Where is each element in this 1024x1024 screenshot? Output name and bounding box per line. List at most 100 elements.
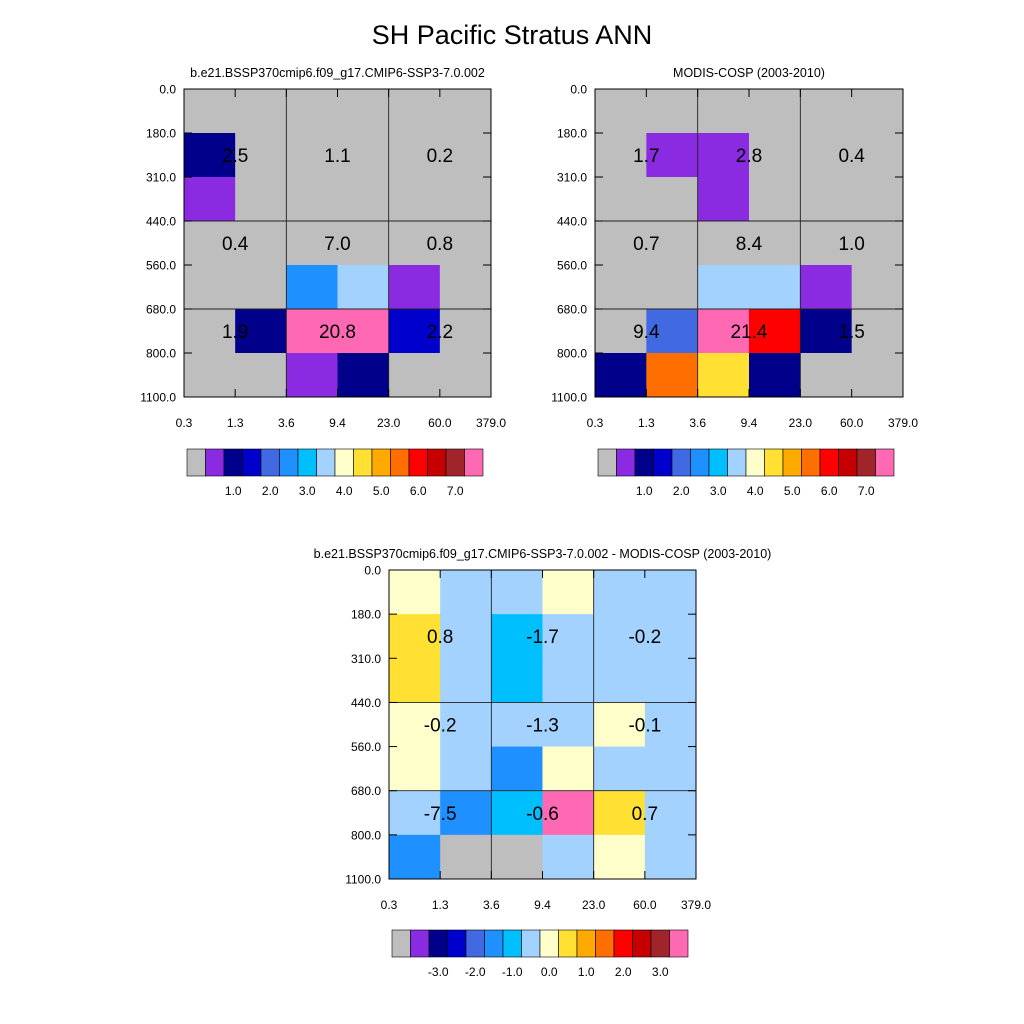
heatmap-cell — [800, 353, 853, 398]
colorbar-swatch — [428, 929, 448, 958]
heatmap-cell — [286, 177, 338, 222]
box-value-label: 0.4 — [838, 146, 865, 167]
y-tick-label: 680.0 — [351, 784, 381, 798]
colorbar-swatch — [856, 448, 876, 477]
heatmap-cell — [646, 89, 699, 134]
heatmap-panel-2: MODIS-COSP (2003-2010) 0.0 180.0 310.0 440.0… — [551, 66, 918, 498]
colorbar-swatch — [875, 448, 895, 477]
heatmap-cell — [337, 89, 390, 134]
heatmap-cell — [235, 177, 287, 222]
colorbar-label: 1.0 — [225, 484, 242, 498]
heatmap-cell — [439, 265, 492, 310]
heatmap-cell — [646, 309, 699, 354]
colorbar-swatch — [408, 448, 428, 477]
heatmap-cell — [593, 746, 646, 792]
heatmap-cell — [286, 133, 338, 178]
box-value-label: 1.1 — [324, 146, 350, 167]
colorbar-swatch — [371, 448, 391, 477]
box-value-label: 2.8 — [736, 146, 762, 167]
heatmap-cell — [697, 265, 750, 310]
y-tick-label: 1100.0 — [345, 873, 381, 887]
heatmap-cell — [439, 177, 492, 222]
colorbar-swatch — [334, 448, 354, 477]
box-value-label: 1.9 — [222, 322, 248, 343]
box-value-label: 2.5 — [222, 146, 248, 167]
box-value-label: -0.2 — [424, 716, 457, 737]
y-tick-label: 180.0 — [146, 127, 176, 141]
heatmap-cell — [440, 658, 492, 703]
heatmap-cell — [644, 790, 697, 836]
heatmap-cell — [389, 658, 441, 703]
heatmap-cell — [235, 309, 287, 354]
x-tick-label: 0.3 — [381, 898, 398, 912]
heatmap-cell — [644, 702, 697, 747]
colorbar-swatch — [690, 448, 710, 477]
heatmap-cell — [184, 265, 236, 310]
colorbar-swatch — [464, 448, 484, 477]
heatmap-cell — [800, 133, 853, 178]
colorbar-swatch — [445, 448, 465, 477]
colorbar-label: 3.0 — [652, 965, 669, 979]
heatmap-cell — [337, 177, 390, 222]
y-tick-label: 0.0 — [364, 564, 381, 578]
y-tick-label: 0.0 — [159, 83, 176, 97]
heatmap-cell — [184, 133, 236, 178]
heatmap-cell — [337, 133, 390, 178]
colorbar-swatch — [186, 448, 206, 477]
heatmap-cell — [389, 614, 441, 659]
colorbar-swatch — [558, 929, 578, 958]
colorbar-swatch — [727, 448, 747, 477]
box-value-label: 0.8 — [427, 627, 453, 648]
panel-title: b.e21.BSSP370cmip6.f09_g17.CMIP6-SSP3-7.… — [190, 66, 485, 80]
heatmap-cell — [644, 570, 697, 615]
heatmap-cell — [491, 746, 543, 792]
box-value-label: -1.3 — [526, 716, 559, 737]
heatmap-cell — [388, 133, 441, 178]
colorbar-label: 6.0 — [410, 484, 427, 498]
heatmap-cell — [595, 89, 647, 134]
heatmap-cell — [184, 221, 236, 266]
colorbar-label: 7.0 — [447, 484, 464, 498]
box-value-label: 7.0 — [324, 234, 350, 255]
heatmap-cell — [697, 133, 750, 178]
x-tick-label: 0.3 — [176, 416, 193, 430]
y-tick-label: 310.0 — [351, 652, 381, 666]
box-value-label: 2.2 — [427, 322, 453, 343]
heatmap-cell — [595, 309, 647, 354]
heatmap-cell — [440, 614, 492, 659]
colorbar-swatch — [410, 929, 430, 958]
box-value-label: 9.4 — [633, 322, 660, 343]
box-value-label: -0.6 — [526, 804, 559, 825]
heatmap-cell — [593, 702, 646, 747]
colorbar-label: 3.0 — [299, 484, 316, 498]
x-tick-label: 23.0 — [582, 898, 606, 912]
y-tick-label: 0.0 — [570, 83, 587, 97]
colorbar-swatch — [242, 448, 262, 477]
heatmap-cell — [800, 89, 853, 134]
box-value-label: 1.5 — [838, 322, 864, 343]
heatmap-cell — [749, 177, 801, 222]
heatmap-cell — [440, 834, 492, 880]
heatmap-cell — [440, 746, 492, 792]
colorbar-swatch — [576, 929, 596, 958]
colorbar-label: 2.0 — [262, 484, 279, 498]
heatmap-cell — [439, 353, 492, 398]
colorbar-swatch — [223, 448, 243, 477]
heatmap-cell — [851, 265, 904, 310]
box-value-label: 1.7 — [633, 146, 659, 167]
box-value-label: 1.0 — [838, 234, 864, 255]
heatmap-cell — [851, 221, 904, 266]
heatmap-cell — [646, 133, 699, 178]
heatmap-cell — [851, 133, 904, 178]
heatmap-cell — [389, 570, 441, 615]
heatmap-cell — [439, 309, 492, 354]
colorbar-swatch — [521, 929, 541, 958]
heatmap-cell — [646, 353, 699, 398]
colorbar-swatch — [653, 448, 673, 477]
heatmap-cell — [235, 265, 287, 310]
x-tick-label: 23.0 — [789, 416, 813, 430]
heatmap-cell — [388, 353, 441, 398]
heatmap-cell — [542, 746, 595, 792]
heatmap-cell — [542, 658, 595, 703]
